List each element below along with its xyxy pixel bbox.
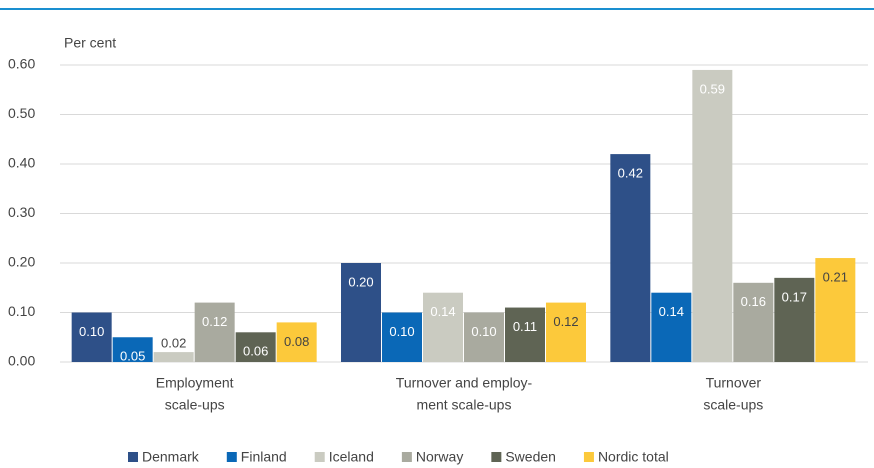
bar [341, 263, 381, 362]
value-label: 0.10 [79, 324, 104, 339]
value-label: 0.16 [741, 294, 766, 309]
value-label: 0.05 [120, 349, 145, 364]
bar [505, 307, 545, 362]
bar [546, 302, 586, 362]
bar [610, 154, 651, 362]
bar [194, 302, 235, 362]
y-tick-label: 0.10 [8, 303, 35, 319]
y-tick-label: 0.50 [8, 105, 35, 121]
y-tick-label: 0.20 [8, 254, 35, 270]
legend-label: Nordic total [598, 449, 669, 465]
value-label: 0.14 [430, 304, 455, 319]
value-label: 0.14 [659, 304, 684, 319]
bar [464, 312, 504, 362]
legend-label: Sweden [505, 449, 556, 465]
value-label: 0.02 [161, 336, 186, 351]
value-label: 0.17 [782, 289, 807, 304]
y-tick-label: 0.40 [8, 155, 35, 171]
bar [71, 312, 112, 362]
legend-swatch [583, 452, 594, 462]
y-tick-label: 0.00 [8, 353, 35, 369]
legend-label: Finland [241, 449, 287, 465]
y-tick-label: 0.60 [8, 56, 35, 72]
value-label: 0.10 [389, 324, 414, 339]
x-tick-label: ment scale-ups [417, 397, 512, 413]
legend-swatch [401, 452, 412, 462]
bar [774, 277, 815, 362]
bar [692, 69, 733, 362]
value-label: 0.42 [618, 166, 643, 181]
bar [815, 258, 856, 362]
legend-label: Norway [416, 449, 463, 465]
bar [112, 337, 153, 362]
value-label: 0.11 [513, 319, 537, 334]
value-label: 0.06 [243, 344, 268, 359]
value-label: 0.20 [348, 274, 373, 289]
bar [651, 292, 692, 362]
x-tick-label: scale-ups [703, 397, 763, 413]
legend-label: Denmark [142, 449, 200, 465]
bar [733, 282, 774, 362]
legend-swatch [128, 452, 138, 462]
bar [235, 332, 276, 362]
value-label: 0.10 [471, 324, 496, 339]
bar [382, 312, 422, 362]
x-tick-label: Turnover [706, 375, 762, 391]
value-label: 0.08 [284, 334, 309, 349]
y-tick-label: 0.30 [8, 204, 35, 220]
legend-label: Iceland [329, 449, 374, 465]
bar [153, 352, 194, 362]
value-label: 0.12 [553, 314, 578, 329]
y-axis-label: Per cent [64, 35, 116, 51]
legend-swatch [314, 452, 325, 462]
x-tick-label: Turnover and employ- [396, 375, 533, 391]
value-label: 0.59 [700, 81, 725, 96]
bar [423, 292, 463, 362]
x-tick-label: scale-ups [165, 397, 225, 413]
legend-swatch [491, 452, 502, 462]
value-label: 0.12 [202, 314, 227, 329]
bar [276, 322, 317, 362]
x-tick-label: Employment [156, 375, 234, 391]
value-label: 0.21 [823, 269, 848, 284]
legend-swatch [226, 452, 237, 462]
